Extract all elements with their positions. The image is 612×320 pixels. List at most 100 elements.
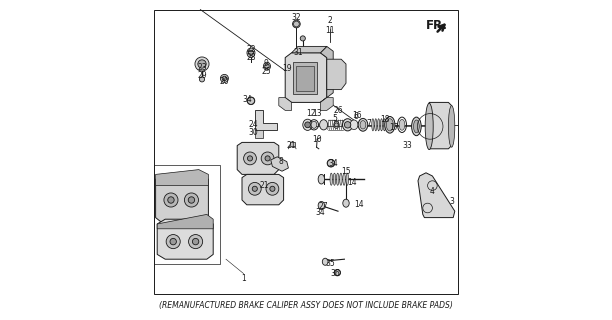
Ellipse shape — [371, 119, 374, 131]
Circle shape — [184, 193, 198, 207]
Circle shape — [293, 20, 300, 28]
Text: 24: 24 — [248, 120, 258, 129]
Text: 34: 34 — [316, 208, 325, 217]
Text: 34: 34 — [328, 159, 338, 168]
Circle shape — [166, 235, 181, 249]
Circle shape — [248, 182, 261, 195]
Circle shape — [170, 238, 176, 245]
Ellipse shape — [386, 119, 394, 131]
Circle shape — [252, 186, 258, 191]
Circle shape — [247, 97, 255, 105]
Text: FR.: FR. — [426, 19, 448, 32]
Text: 35: 35 — [325, 260, 335, 268]
Text: 1: 1 — [241, 274, 246, 283]
Circle shape — [192, 238, 199, 245]
Ellipse shape — [385, 116, 395, 133]
Text: 27: 27 — [319, 202, 329, 211]
Text: 14: 14 — [348, 178, 357, 187]
Ellipse shape — [381, 119, 382, 131]
Text: 29: 29 — [197, 71, 207, 80]
Circle shape — [168, 197, 174, 203]
Text: 21: 21 — [287, 141, 296, 150]
Ellipse shape — [337, 173, 339, 185]
Ellipse shape — [319, 120, 327, 130]
Text: 3: 3 — [449, 197, 454, 206]
Text: 34: 34 — [243, 95, 253, 104]
Text: 10: 10 — [312, 135, 322, 144]
Text: 23: 23 — [197, 63, 207, 72]
Circle shape — [244, 152, 256, 165]
Text: 32: 32 — [291, 13, 301, 22]
Polygon shape — [255, 110, 277, 130]
Text: 21: 21 — [259, 181, 269, 190]
Circle shape — [265, 64, 269, 68]
Circle shape — [200, 77, 204, 82]
Text: 8: 8 — [278, 157, 283, 166]
Circle shape — [327, 159, 335, 167]
Ellipse shape — [343, 173, 345, 185]
Text: 20: 20 — [220, 77, 230, 86]
Ellipse shape — [330, 173, 332, 185]
Text: 31: 31 — [293, 48, 303, 57]
Polygon shape — [242, 174, 283, 205]
Circle shape — [198, 60, 206, 68]
Circle shape — [270, 186, 275, 191]
Polygon shape — [321, 98, 333, 110]
Text: 19: 19 — [282, 64, 291, 73]
Ellipse shape — [378, 119, 380, 131]
Text: 4: 4 — [430, 188, 435, 196]
Circle shape — [300, 36, 305, 41]
Text: 18: 18 — [381, 116, 390, 124]
Ellipse shape — [412, 117, 421, 136]
Text: 6: 6 — [353, 112, 358, 121]
Circle shape — [195, 57, 209, 71]
Ellipse shape — [383, 119, 386, 131]
Ellipse shape — [350, 120, 358, 130]
Bar — [154, 165, 220, 264]
Ellipse shape — [340, 173, 342, 185]
Bar — [293, 62, 317, 94]
Ellipse shape — [358, 118, 368, 131]
Circle shape — [248, 50, 253, 55]
Polygon shape — [157, 219, 213, 259]
Circle shape — [265, 156, 270, 161]
Circle shape — [266, 182, 279, 195]
Ellipse shape — [449, 106, 455, 147]
Text: 12: 12 — [306, 109, 316, 118]
Circle shape — [222, 76, 226, 81]
Bar — [296, 66, 315, 91]
Polygon shape — [155, 170, 209, 186]
Circle shape — [305, 122, 310, 128]
Text: (REMANUFACTURED BRAKE CALIPER ASSY DOES NOT INCLUDE BRAKE PADS): (REMANUFACTURED BRAKE CALIPER ASSY DOES … — [159, 301, 453, 310]
Polygon shape — [289, 142, 295, 146]
Circle shape — [164, 193, 178, 207]
Ellipse shape — [318, 174, 324, 184]
Polygon shape — [327, 59, 346, 90]
Text: 7: 7 — [366, 119, 371, 128]
Text: 11: 11 — [325, 26, 335, 35]
Text: 15: 15 — [341, 167, 351, 176]
Text: 17: 17 — [389, 124, 399, 132]
Ellipse shape — [323, 258, 328, 265]
Circle shape — [345, 122, 351, 128]
Circle shape — [188, 235, 203, 249]
Polygon shape — [237, 142, 279, 174]
Ellipse shape — [360, 121, 366, 129]
Text: 16: 16 — [352, 111, 361, 120]
Polygon shape — [418, 173, 455, 218]
Ellipse shape — [414, 120, 419, 133]
Text: 33: 33 — [402, 141, 412, 150]
Text: 36: 36 — [331, 269, 341, 278]
Text: 25: 25 — [261, 68, 271, 76]
Polygon shape — [271, 157, 288, 171]
Polygon shape — [285, 53, 327, 102]
Text: 13: 13 — [312, 109, 322, 118]
Polygon shape — [321, 46, 333, 102]
Ellipse shape — [318, 202, 324, 209]
Circle shape — [334, 269, 340, 276]
Ellipse shape — [343, 119, 353, 131]
Text: 22: 22 — [246, 45, 256, 54]
Text: 2: 2 — [327, 16, 332, 25]
Polygon shape — [279, 98, 291, 110]
Ellipse shape — [346, 173, 349, 185]
